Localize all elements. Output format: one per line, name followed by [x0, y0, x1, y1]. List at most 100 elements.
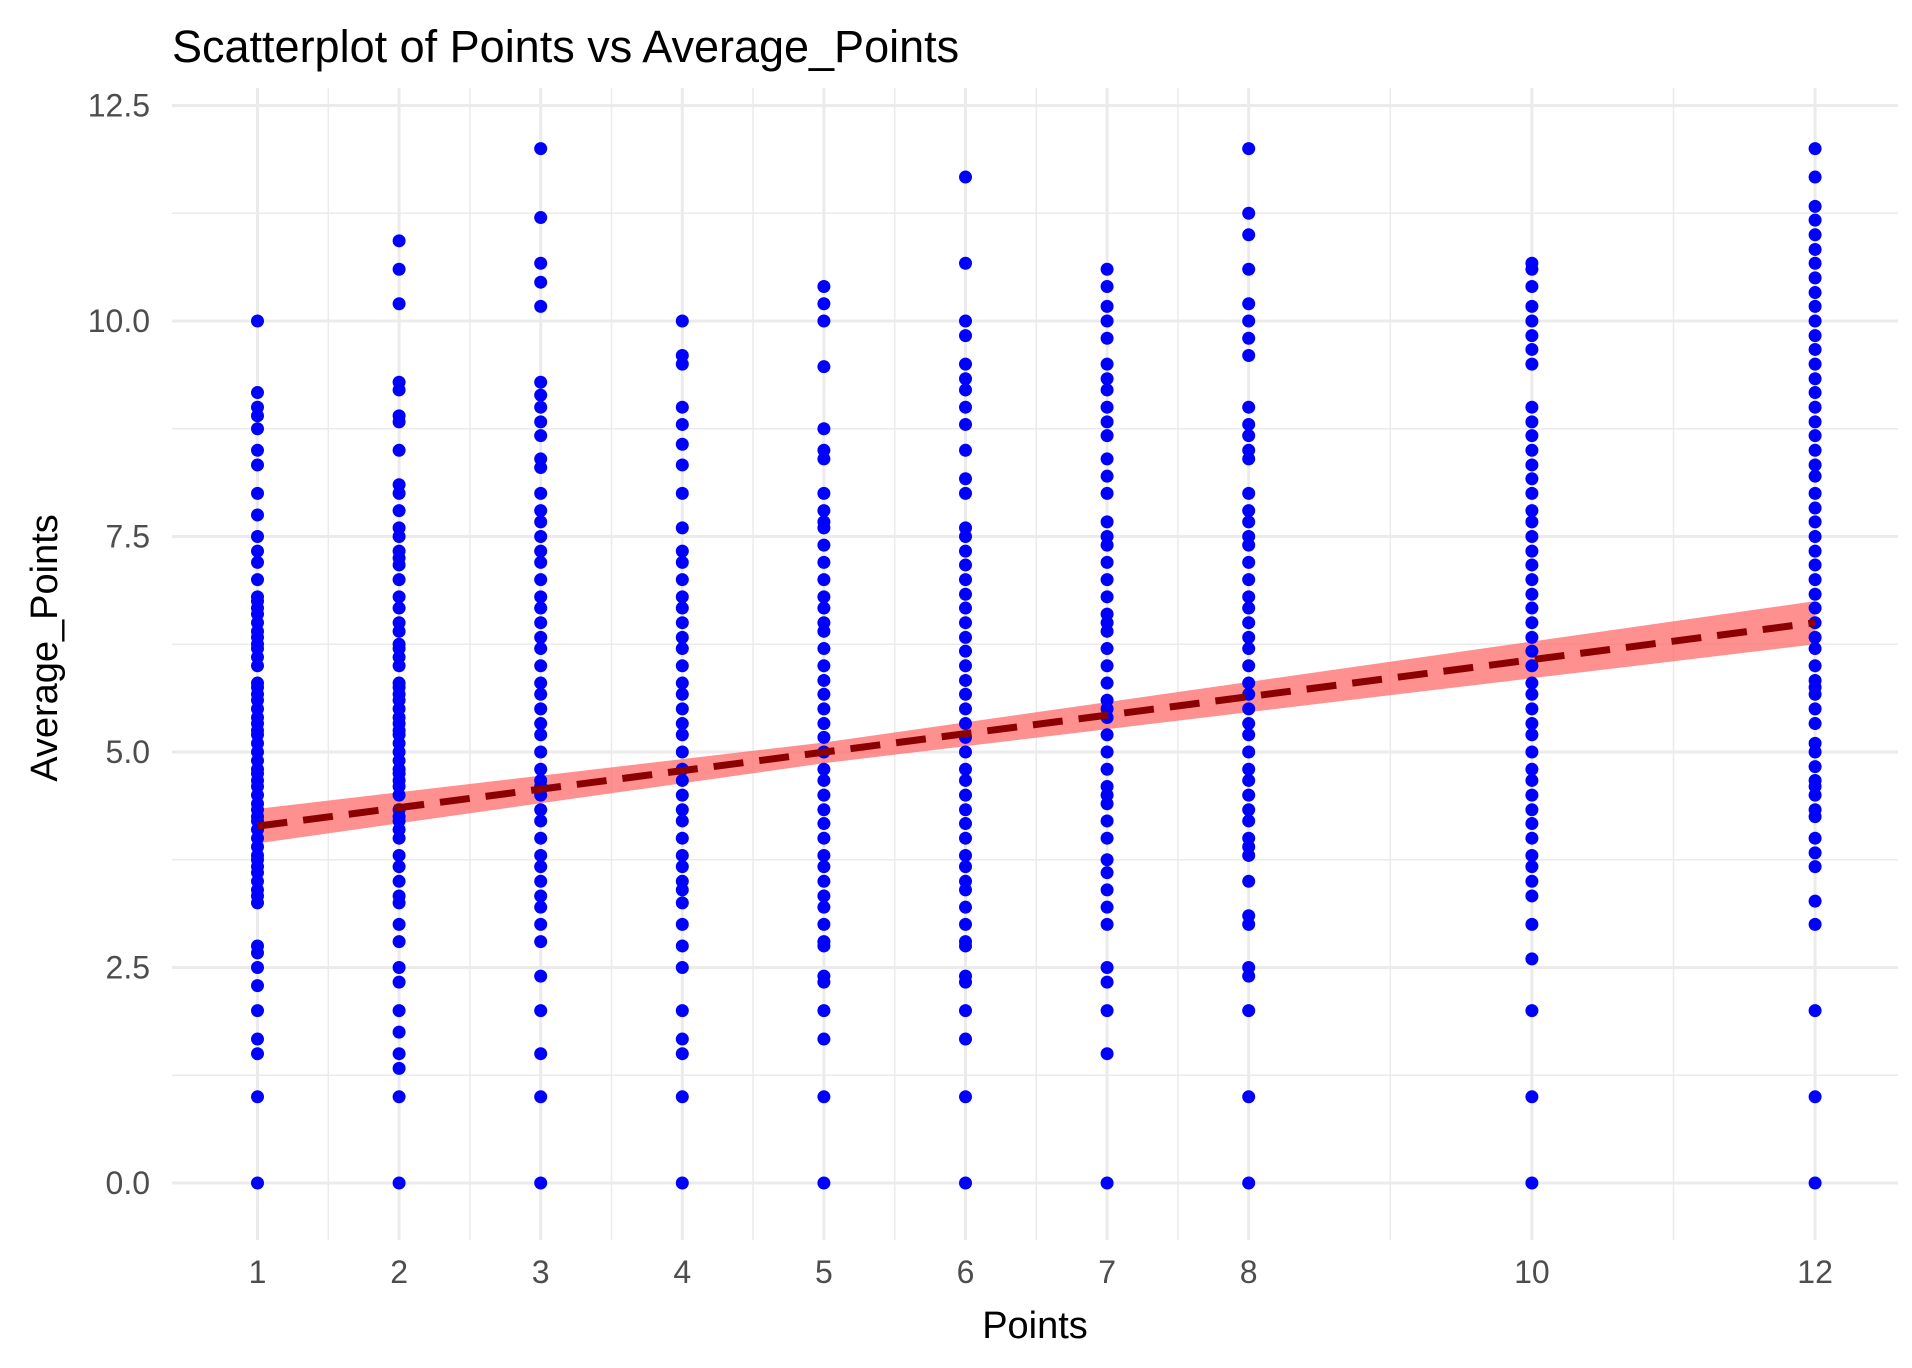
data-point	[534, 687, 548, 701]
data-point	[1808, 846, 1822, 860]
data-point	[1808, 357, 1822, 371]
data-point	[1808, 1004, 1822, 1018]
data-point	[959, 917, 972, 931]
data-point	[675, 1032, 689, 1046]
data-point	[534, 773, 548, 787]
data-point	[1525, 314, 1539, 328]
data-point	[1100, 745, 1114, 759]
data-point	[959, 817, 972, 831]
data-point	[817, 687, 831, 701]
data-point	[675, 573, 689, 587]
data-point	[817, 422, 831, 436]
data-point	[534, 1047, 548, 1061]
data-point	[1525, 817, 1539, 831]
data-point	[534, 142, 548, 156]
data-point	[1808, 501, 1822, 515]
data-point	[675, 601, 689, 615]
data-point	[817, 590, 831, 604]
data-point	[959, 587, 972, 601]
data-point	[817, 730, 831, 744]
data-point	[1808, 443, 1822, 457]
data-point	[675, 860, 689, 874]
data-point	[675, 848, 689, 862]
data-point	[959, 443, 972, 457]
data-point	[1242, 504, 1256, 518]
data-point	[392, 601, 406, 615]
data-point	[1100, 779, 1114, 793]
data-point	[1808, 170, 1822, 184]
data-point	[675, 348, 689, 362]
data-point	[1808, 630, 1822, 644]
data-point	[817, 515, 831, 529]
data-point	[1808, 530, 1822, 543]
data-point	[1808, 415, 1822, 429]
data-point	[1100, 975, 1114, 989]
data-point	[251, 1090, 264, 1104]
data-point	[959, 472, 972, 486]
data-point	[675, 659, 689, 673]
data-point	[1100, 555, 1114, 569]
data-point	[251, 1047, 264, 1061]
chart-title: Scatterplot of Points vs Average_Points	[172, 21, 959, 72]
data-point	[1100, 900, 1114, 914]
data-point	[534, 814, 548, 828]
data-point	[959, 1176, 972, 1190]
data-point	[817, 860, 831, 874]
data-point	[959, 256, 972, 270]
data-point	[1808, 702, 1822, 716]
data-point	[1100, 400, 1114, 414]
data-point	[392, 234, 406, 248]
data-point	[1242, 417, 1256, 431]
data-point	[1242, 762, 1256, 776]
data-point	[1100, 262, 1114, 276]
data-point	[534, 601, 548, 615]
data-point	[1525, 803, 1539, 817]
data-point	[1100, 530, 1114, 543]
x-tick-label: 4	[673, 1254, 691, 1290]
data-point	[817, 702, 831, 716]
data-point	[534, 400, 548, 414]
data-point	[1242, 1004, 1256, 1018]
y-tick-label: 12.5	[88, 88, 150, 124]
data-point	[675, 486, 689, 500]
data-point	[1525, 616, 1539, 630]
data-point	[534, 1176, 548, 1190]
data-points-layer	[251, 142, 1822, 1190]
data-point	[392, 409, 406, 423]
data-point	[1525, 676, 1539, 690]
data-point	[1525, 504, 1539, 518]
data-point	[1100, 331, 1114, 345]
data-point	[251, 486, 264, 500]
data-point	[675, 642, 689, 656]
data-point	[534, 762, 548, 776]
data-point	[392, 521, 406, 535]
data-point	[959, 687, 972, 701]
data-point	[534, 917, 548, 931]
data-point	[534, 388, 548, 402]
data-point	[251, 1004, 264, 1018]
data-point	[1808, 372, 1822, 386]
data-point	[959, 745, 972, 759]
data-point	[959, 900, 972, 914]
x-tick-label: 8	[1240, 1254, 1258, 1290]
data-point	[675, 458, 689, 472]
y-tick-labels: 0.0 2.5 5.0 7.5 10.0 12.5	[88, 88, 150, 1202]
data-point	[675, 400, 689, 414]
data-point	[1525, 280, 1539, 294]
data-point	[675, 814, 689, 828]
data-point	[1525, 472, 1539, 486]
data-point	[1242, 831, 1256, 845]
data-point	[1242, 773, 1256, 787]
data-point	[534, 728, 548, 742]
data-point	[1808, 458, 1822, 472]
data-point	[959, 702, 972, 716]
data-point	[817, 314, 831, 328]
x-tick-label: 3	[532, 1254, 550, 1290]
data-point	[959, 831, 972, 845]
x-tick-label: 5	[815, 1254, 833, 1290]
data-point	[959, 357, 972, 371]
x-tick-label: 12	[1797, 1254, 1833, 1290]
data-point	[1242, 515, 1256, 529]
data-point	[1100, 357, 1114, 371]
data-point	[959, 1004, 972, 1018]
